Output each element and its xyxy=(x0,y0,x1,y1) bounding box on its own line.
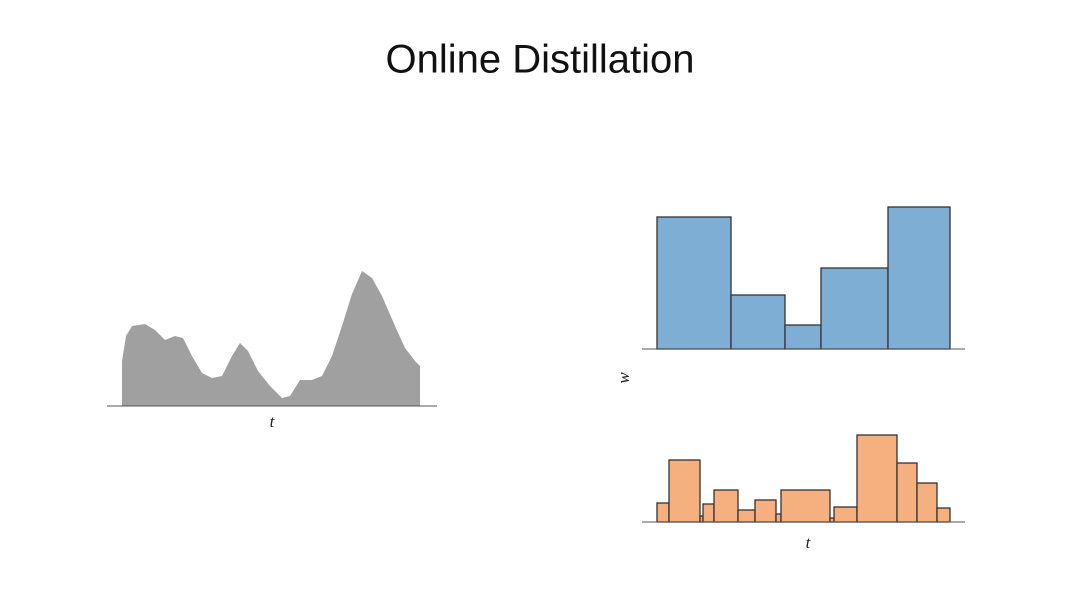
bar xyxy=(936,507,951,523)
area xyxy=(122,271,420,406)
bar xyxy=(730,294,786,350)
bar xyxy=(896,462,918,523)
bar xyxy=(887,206,951,350)
bar xyxy=(820,267,889,350)
bar xyxy=(780,489,831,523)
bar xyxy=(668,459,701,523)
bar xyxy=(737,509,756,523)
bar xyxy=(754,499,777,523)
y-axis-label: w xyxy=(614,372,633,384)
bar xyxy=(784,324,822,350)
bar xyxy=(833,506,858,523)
bar xyxy=(713,489,739,523)
bar xyxy=(916,482,938,523)
bar xyxy=(775,513,782,523)
x-axis-label: t xyxy=(270,412,276,431)
bar xyxy=(656,216,732,350)
bar xyxy=(656,502,670,523)
bar xyxy=(702,503,715,523)
bar xyxy=(856,434,898,523)
slide-title: Online Distillation xyxy=(385,38,694,82)
x-axis-label: t xyxy=(806,533,812,552)
